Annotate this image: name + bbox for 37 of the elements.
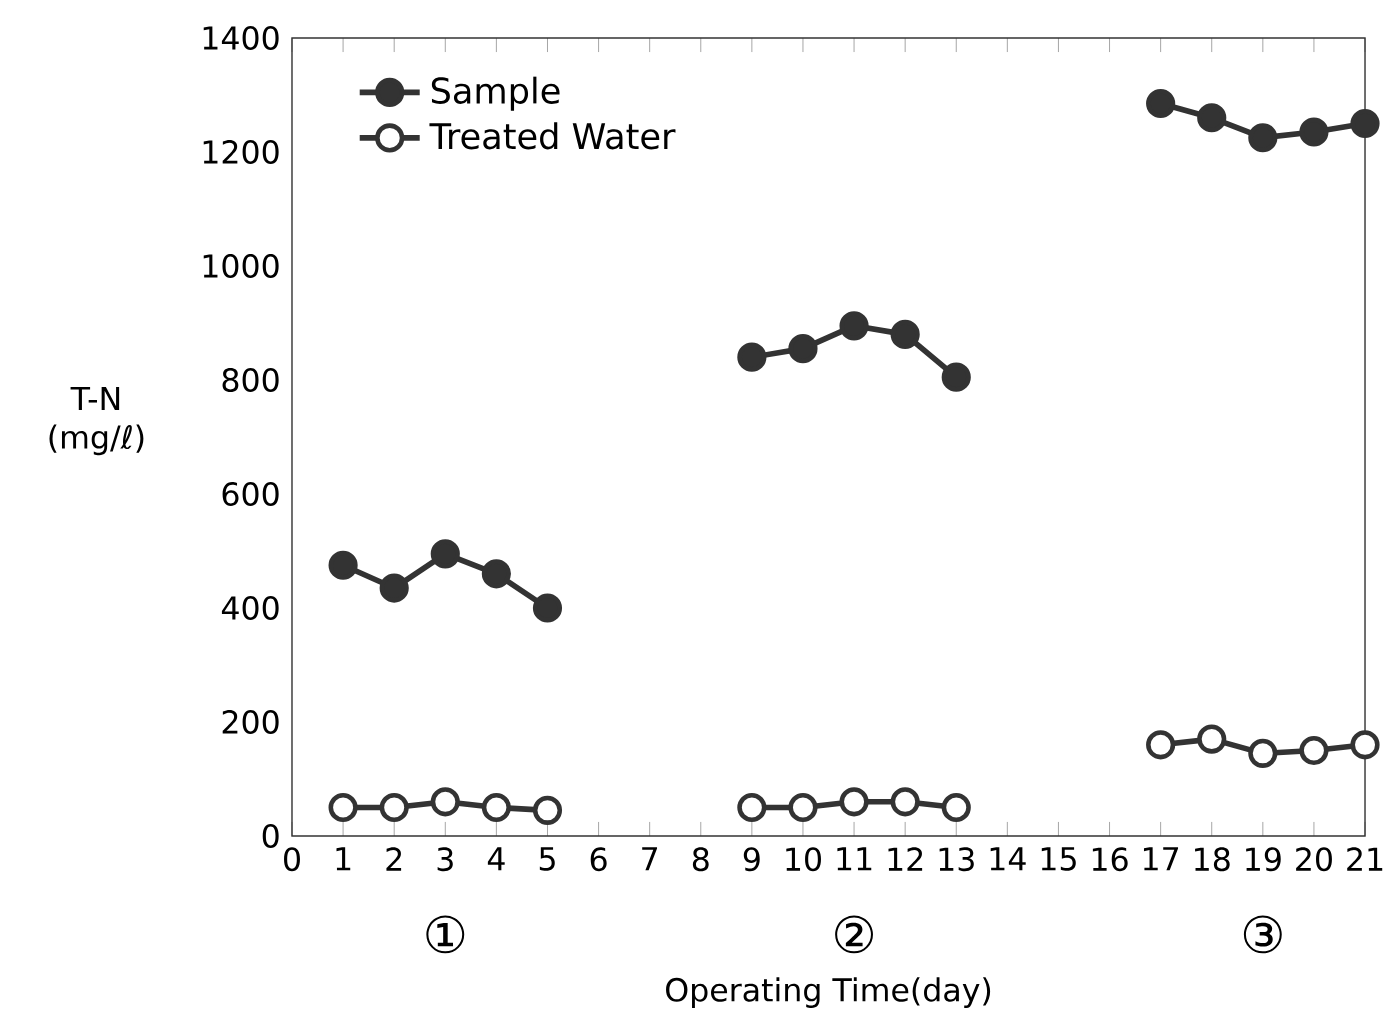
x-tick-label: 5 <box>539 847 555 871</box>
text: ① <box>426 915 465 954</box>
y-tick-label: 1200 <box>203 140 279 164</box>
x-tick-label: 3 <box>437 847 453 872</box>
x-tick-label: 1 <box>336 847 351 871</box>
y-tick-label: 600 <box>222 482 279 506</box>
y-tick-label: 200 <box>222 710 279 734</box>
x-tick-label: 19 <box>1246 847 1281 872</box>
x-tick-label: 7 <box>642 847 658 871</box>
y-tick-label: 1400 <box>203 26 279 50</box>
x-tick-label: 16 <box>1092 847 1128 872</box>
x-tick-label: 0 <box>284 847 300 872</box>
y-axis-title: T-N (mg/ℓ) <box>49 386 144 456</box>
x-tick-label: 10 <box>786 847 821 872</box>
x-tick-label: 9 <box>743 847 760 872</box>
x-tick-label: 17 <box>1143 847 1179 871</box>
x-tick-label: 18 <box>1195 847 1230 872</box>
x-tick-label: 13 <box>939 847 974 872</box>
legend-label: Treated Water <box>429 122 676 150</box>
text: ② <box>835 915 873 954</box>
x-tick-label: 11 <box>837 847 872 871</box>
x-tick-label: 4 <box>487 847 505 871</box>
x-tick-label: 20 <box>1296 847 1332 872</box>
text: ③ <box>1243 915 1282 954</box>
x-tick-label: 12 <box>888 847 923 871</box>
y-tick-label: 1000 <box>203 254 279 278</box>
x-tick-label: 21 <box>1347 847 1383 871</box>
x-tick-label: 2 <box>386 847 402 871</box>
y-tick-label: 800 <box>222 368 279 392</box>
y-tick-label: 400 <box>221 596 279 620</box>
x-tick-label: 8 <box>692 847 709 872</box>
y-tick-label: 0 <box>262 824 279 848</box>
x-tick-label: 14 <box>990 847 1026 871</box>
legend-label: Sample <box>431 76 560 111</box>
x-tick-label: 15 <box>1041 847 1076 871</box>
x-axis-title: Operating Time(day) <box>666 977 991 1008</box>
x-tick-label: 6 <box>590 847 607 872</box>
